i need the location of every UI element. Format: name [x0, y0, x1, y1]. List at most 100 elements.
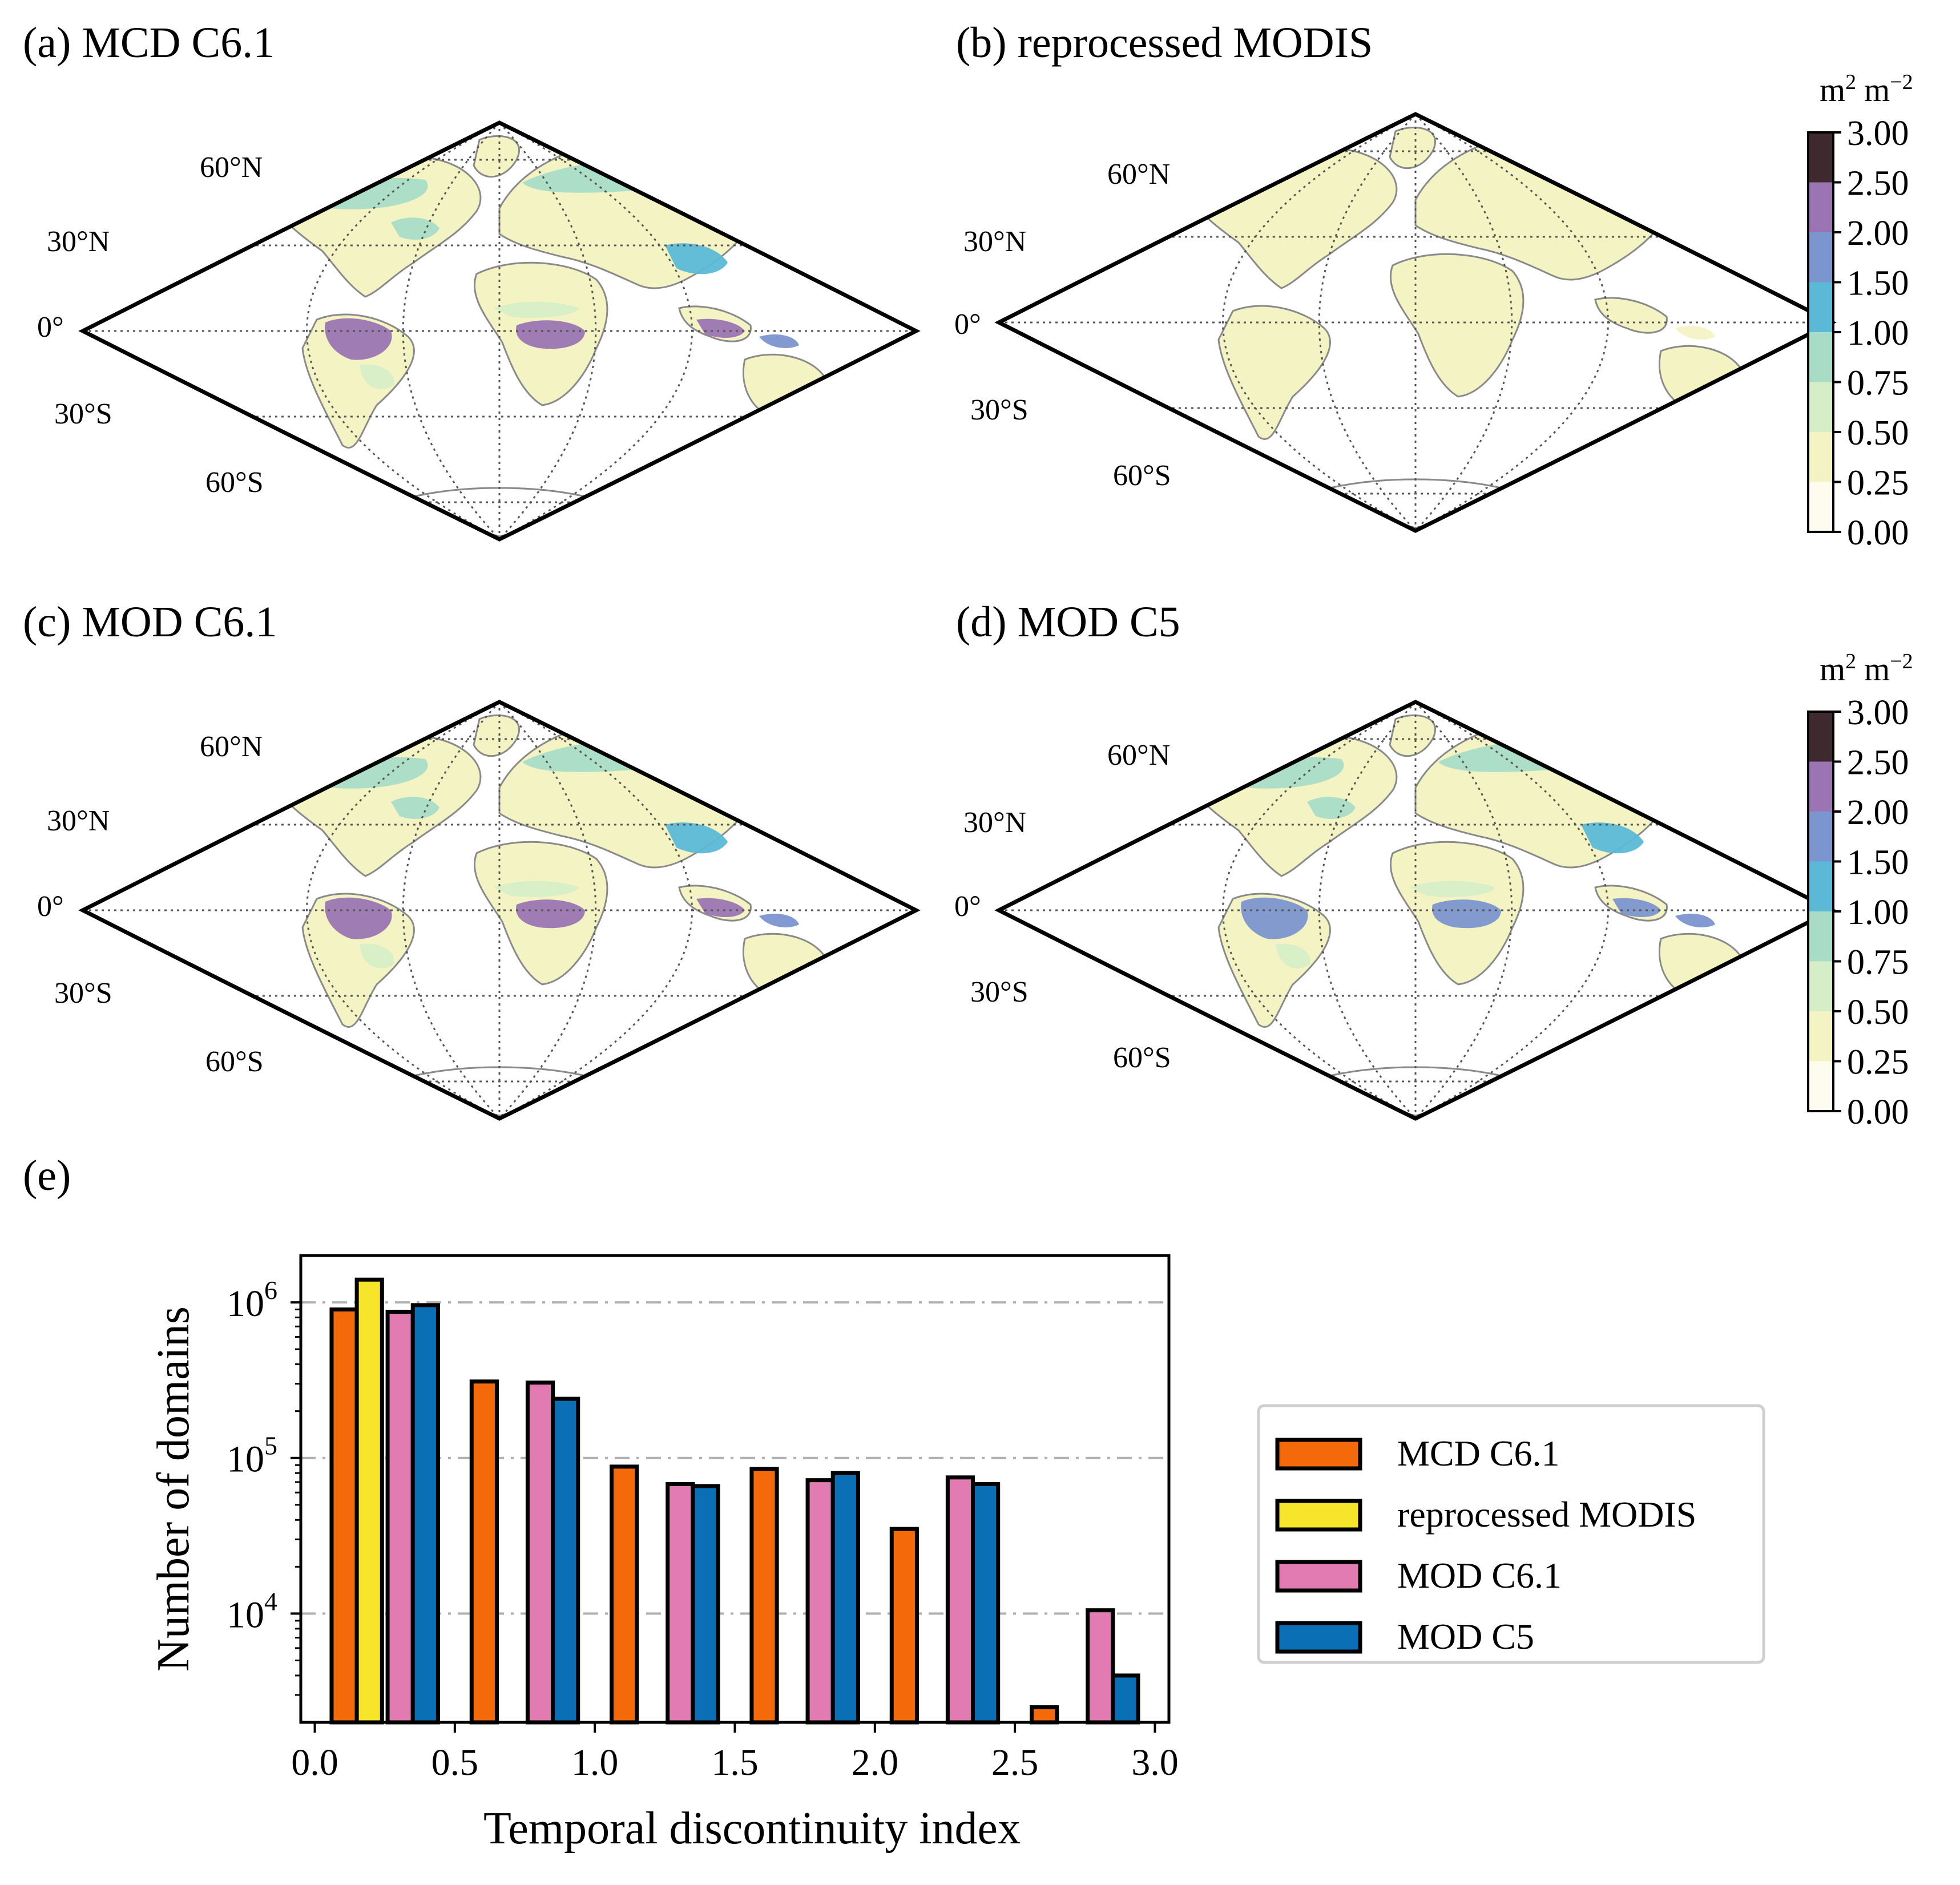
- colorbar-tick-label: 0.25: [1847, 1043, 1909, 1082]
- legend-box: [1257, 1404, 1765, 1664]
- colorbar-tick-label: 2.50: [1847, 744, 1909, 782]
- x-tick-label: 1.0: [571, 1742, 619, 1783]
- colorbar-tick-label: 0.25: [1847, 464, 1909, 503]
- lat-label-60n: 60°N: [200, 151, 263, 184]
- colorbar-tick-label: 1.00: [1847, 314, 1909, 353]
- lai-region-eastern-us: [391, 217, 439, 240]
- lon-gridline: [498, 123, 597, 539]
- lat-label-30n: 30°N: [47, 225, 110, 258]
- lat-label-30n: 30°N: [47, 805, 110, 837]
- lai-region-amazon: [1241, 309, 1308, 352]
- bar-mod-c5: [971, 1482, 1001, 1725]
- bar-mcd-c6-1: [329, 1307, 359, 1725]
- x-axis-label: Temporal discontinuity index: [483, 1803, 1021, 1854]
- colorbar-segment: [1808, 961, 1833, 1011]
- lon-gridline: [1415, 114, 1609, 531]
- y-tick-label: 104: [227, 1587, 277, 1636]
- lon-gridline: [1222, 702, 1416, 1119]
- x-tick-label: 2.5: [991, 1742, 1039, 1783]
- colorbar-segment: [1808, 432, 1833, 482]
- bar-mcd-c6-1: [749, 1467, 779, 1725]
- lat-label-eq: 0°: [37, 311, 64, 344]
- x-tick-label: 3.0: [1131, 1742, 1179, 1783]
- colorbar-segment: [1808, 482, 1833, 532]
- bar-mcd-c6-1: [469, 1379, 499, 1725]
- chart-legend: MCD C6.1 reprocessed MODIS MOD C6.1 MOD C5: [1257, 1404, 1765, 1664]
- lat-label-eq: 0°: [954, 890, 981, 923]
- colorbar-segment: [1808, 712, 1833, 762]
- colorbar-tick-label: 0.00: [1847, 1093, 1909, 1132]
- colorbar-segment: [1808, 382, 1833, 432]
- colorbar-segment: [1808, 182, 1833, 232]
- lat-label-60s: 60°S: [205, 1046, 264, 1078]
- bar-mod-c6-1: [805, 1478, 835, 1725]
- legend-swatch: [1275, 1621, 1362, 1654]
- lai-region-se-brazil: [360, 944, 394, 968]
- lai-region-indonesia: [1612, 898, 1661, 917]
- lai-region-new-guinea: [759, 334, 799, 348]
- lai-region-west-africa: [494, 301, 579, 318]
- bar-mod-c6-1: [1086, 1608, 1115, 1725]
- lai-region-congo: [516, 320, 585, 349]
- lat-labels-a: 60°N 30°N 0° 30°S 60°S: [37, 151, 264, 499]
- lai-region-indonesia: [696, 318, 745, 338]
- lai-region-new-guinea: [759, 913, 799, 927]
- colorbar-unit: m2 m−2: [1820, 649, 1913, 688]
- lon-gridline: [1414, 114, 1513, 531]
- y-axis-label: Number of domains: [148, 1306, 199, 1672]
- lon-gridline: [402, 702, 501, 1119]
- lai-region-se-brazil: [360, 365, 394, 389]
- lai-region-eastern-us: [391, 797, 439, 819]
- map-panel-c: [78, 700, 921, 1121]
- lat-label-30s: 30°S: [970, 394, 1029, 426]
- lat-label-60n: 60°N: [200, 730, 263, 763]
- x-tick-label: 0.5: [431, 1742, 479, 1783]
- colorbar-tick-label: 0.50: [1847, 993, 1909, 1032]
- colorbar-tick-label: 0.50: [1847, 414, 1909, 453]
- map-frame: [78, 120, 921, 542]
- bar-mcd-c6-1: [1030, 1705, 1059, 1725]
- lat-label-30s: 30°S: [54, 977, 112, 1010]
- panel-c-title: (c) MOD C6.1: [23, 598, 277, 646]
- colorbar-tick-label: 3.00: [1847, 693, 1909, 732]
- lai-region-amazon: [325, 318, 392, 360]
- legend-label: MCD C6.1: [1397, 1433, 1560, 1474]
- colorbar-tick-label: 3.00: [1847, 114, 1909, 153]
- bar-mod-c6-1: [525, 1381, 555, 1725]
- lon-gridline: [1318, 702, 1417, 1119]
- legend-swatch: [1275, 1499, 1362, 1532]
- bar-mod-c5: [691, 1484, 720, 1725]
- colorbar-segment: [1808, 812, 1833, 862]
- lai-region-new-guinea: [1675, 913, 1715, 927]
- lat-label-30s: 30°S: [970, 976, 1029, 1008]
- lai-region-amazon: [325, 897, 392, 939]
- lat-labels-b: 60°N 30°N 0° 30°S 60°S: [954, 158, 1171, 492]
- lai-region-east-asia: [665, 822, 728, 854]
- colorbar-segment: [1808, 861, 1833, 911]
- colorbar-segment: [1808, 232, 1833, 282]
- lai-region-new-guinea: [1675, 325, 1715, 340]
- colorbar-tick-label: 1.00: [1847, 893, 1909, 932]
- y-tick-label: 105: [227, 1431, 277, 1480]
- colorbar-tick-label: 2.50: [1847, 164, 1909, 203]
- colorbar-tick-label: 1.50: [1847, 264, 1909, 303]
- colorbar-segment: [1808, 1061, 1833, 1111]
- lon-gridline: [1415, 702, 1609, 1119]
- lat-labels-d: 60°N 30°N 0° 30°S 60°S: [954, 739, 1171, 1074]
- bar-reprocessed-modis: [354, 1277, 384, 1725]
- lai-region-eastern-us: [1307, 797, 1356, 819]
- lat-label-60s: 60°S: [205, 466, 264, 499]
- bar-mod-c6-1: [945, 1475, 975, 1725]
- lai-region-west-africa: [494, 881, 579, 897]
- colorbar-bottom: m2 m−2 0.00 0.25 0.50 0.75 1.00 1.50 2.00 2.50 3.…: [1807, 649, 1913, 1132]
- lon-gridline: [499, 702, 693, 1119]
- lai-region-west-africa: [1410, 881, 1495, 897]
- colorbar-segment: [1808, 332, 1833, 382]
- lat-labels-c: 60°N 30°N 0° 30°S 60°S: [37, 730, 264, 1078]
- bar-chart: 0.0 0.5 1.0 1.5 2.0 2.5 3.0 104 105 106 Temporal d…: [148, 1254, 1179, 1854]
- lai-region-se-brazil: [1276, 944, 1310, 968]
- lat-label-30n: 30°N: [963, 806, 1026, 839]
- bar-mod-c5: [551, 1396, 580, 1725]
- lon-gridline: [1414, 702, 1513, 1119]
- x-tick-label: 1.5: [711, 1742, 759, 1783]
